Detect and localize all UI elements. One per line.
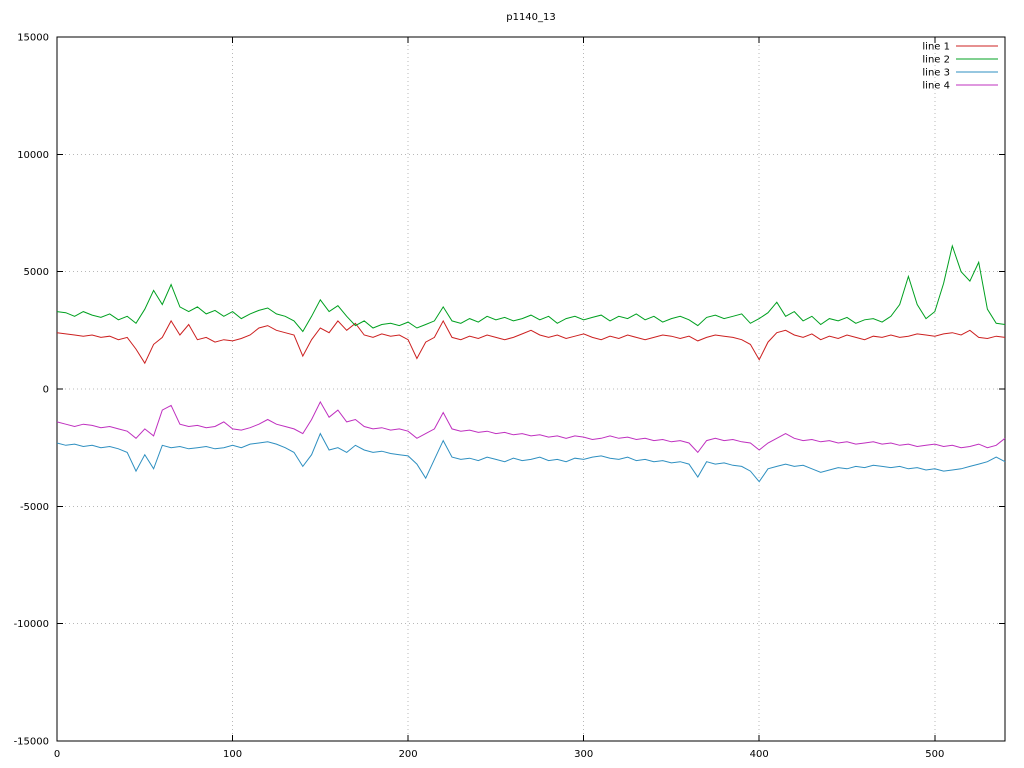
series-line-2 — [56, 244, 1006, 333]
x-tick-label: 400 — [750, 749, 769, 760]
y-tick-label: -15000 — [14, 737, 49, 748]
x-tick-label: 300 — [574, 749, 593, 760]
legend-label-1: line 1 — [922, 42, 950, 53]
chart-title: p1140_13 — [506, 12, 556, 23]
y-tick-label: 5000 — [24, 267, 49, 278]
y-tick-label: 0 — [43, 385, 49, 396]
legend-label-2: line 2 — [922, 55, 950, 66]
x-tick-label: 500 — [925, 749, 944, 760]
series-line-4 — [56, 400, 1006, 454]
y-tick-label: -5000 — [20, 502, 49, 513]
y-tick-label: -10000 — [14, 619, 49, 630]
series-line-1 — [56, 319, 1006, 365]
x-tick-label: 0 — [54, 749, 60, 760]
x-tick-label: 200 — [399, 749, 418, 760]
x-tick-label: 100 — [223, 749, 242, 760]
series-line-3 — [56, 432, 1006, 483]
legend-label-3: line 3 — [922, 68, 950, 79]
legend-label-4: line 4 — [922, 81, 950, 92]
plot-border — [56, 36, 1006, 742]
y-tick-label: 15000 — [17, 33, 49, 44]
y-tick-label: 10000 — [17, 150, 49, 161]
